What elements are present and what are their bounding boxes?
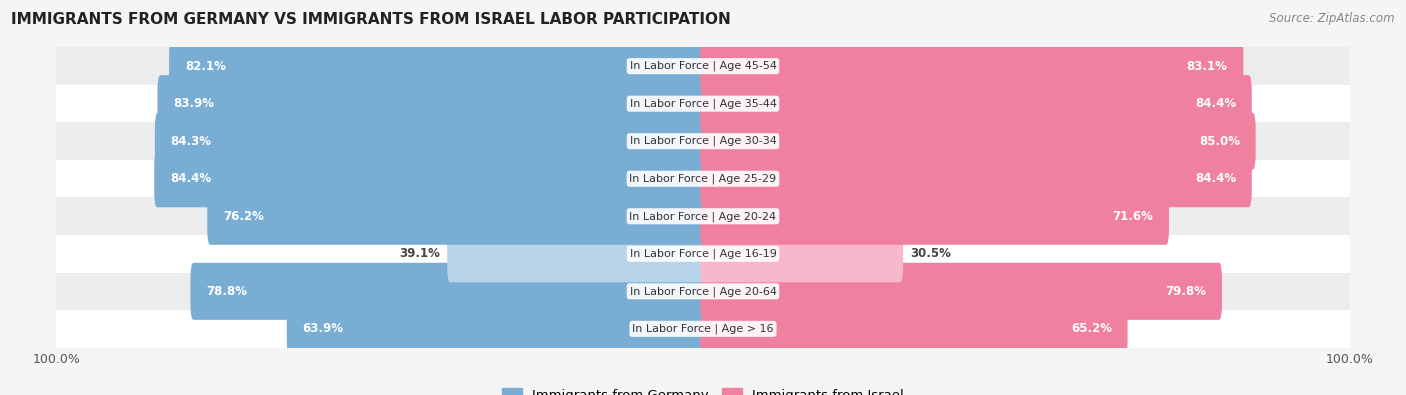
- Bar: [56, 85, 1350, 122]
- Text: 83.1%: 83.1%: [1187, 60, 1227, 73]
- Text: 71.6%: 71.6%: [1112, 210, 1153, 223]
- Bar: [56, 235, 1350, 273]
- Text: 83.9%: 83.9%: [173, 97, 214, 110]
- Bar: [56, 310, 1350, 348]
- FancyBboxPatch shape: [700, 113, 1256, 170]
- FancyBboxPatch shape: [700, 150, 1251, 207]
- FancyBboxPatch shape: [700, 263, 1222, 320]
- FancyBboxPatch shape: [157, 75, 706, 132]
- Text: 65.2%: 65.2%: [1071, 322, 1112, 335]
- Text: 63.9%: 63.9%: [302, 322, 343, 335]
- Bar: [56, 122, 1350, 160]
- Text: 30.5%: 30.5%: [910, 247, 950, 260]
- Text: 76.2%: 76.2%: [224, 210, 264, 223]
- FancyBboxPatch shape: [700, 188, 1168, 245]
- Legend: Immigrants from Germany, Immigrants from Israel: Immigrants from Germany, Immigrants from…: [496, 383, 910, 395]
- Text: Source: ZipAtlas.com: Source: ZipAtlas.com: [1270, 12, 1395, 25]
- FancyBboxPatch shape: [287, 300, 706, 357]
- Text: 84.4%: 84.4%: [170, 172, 211, 185]
- Text: 78.8%: 78.8%: [207, 285, 247, 298]
- FancyBboxPatch shape: [155, 113, 706, 170]
- Text: In Labor Force | Age 45-54: In Labor Force | Age 45-54: [630, 61, 776, 71]
- Text: 85.0%: 85.0%: [1199, 135, 1240, 148]
- FancyBboxPatch shape: [447, 225, 706, 282]
- FancyBboxPatch shape: [700, 225, 903, 282]
- Text: In Labor Force | Age 25-29: In Labor Force | Age 25-29: [630, 173, 776, 184]
- Text: 79.8%: 79.8%: [1166, 285, 1206, 298]
- Text: 84.4%: 84.4%: [1195, 172, 1236, 185]
- FancyBboxPatch shape: [700, 38, 1243, 95]
- FancyBboxPatch shape: [169, 38, 706, 95]
- Bar: [56, 198, 1350, 235]
- Text: 84.3%: 84.3%: [170, 135, 212, 148]
- Text: In Labor Force | Age 35-44: In Labor Force | Age 35-44: [630, 98, 776, 109]
- FancyBboxPatch shape: [700, 300, 1128, 357]
- Text: In Labor Force | Age > 16: In Labor Force | Age > 16: [633, 324, 773, 334]
- Bar: [56, 160, 1350, 198]
- FancyBboxPatch shape: [700, 75, 1251, 132]
- Text: In Labor Force | Age 30-34: In Labor Force | Age 30-34: [630, 136, 776, 147]
- Text: IMMIGRANTS FROM GERMANY VS IMMIGRANTS FROM ISRAEL LABOR PARTICIPATION: IMMIGRANTS FROM GERMANY VS IMMIGRANTS FR…: [11, 12, 731, 27]
- Text: 84.4%: 84.4%: [1195, 97, 1236, 110]
- Text: 39.1%: 39.1%: [399, 247, 440, 260]
- Text: 82.1%: 82.1%: [186, 60, 226, 73]
- FancyBboxPatch shape: [207, 188, 706, 245]
- Text: In Labor Force | Age 20-64: In Labor Force | Age 20-64: [630, 286, 776, 297]
- FancyBboxPatch shape: [190, 263, 706, 320]
- Text: In Labor Force | Age 16-19: In Labor Force | Age 16-19: [630, 248, 776, 259]
- Text: In Labor Force | Age 20-24: In Labor Force | Age 20-24: [630, 211, 776, 222]
- Bar: [56, 273, 1350, 310]
- Bar: [56, 47, 1350, 85]
- FancyBboxPatch shape: [155, 150, 706, 207]
